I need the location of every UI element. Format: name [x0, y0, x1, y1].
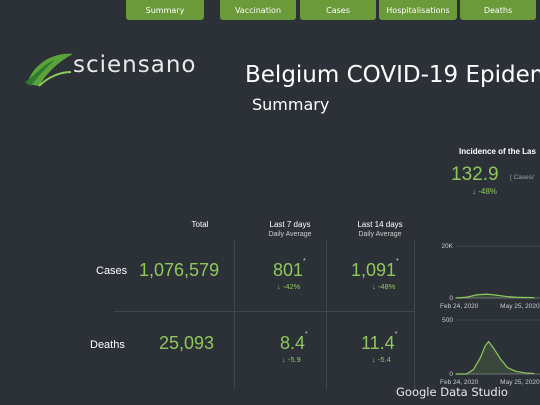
page-title: Belgium COVID-19 Epidem: [245, 62, 540, 88]
data-point: [533, 297, 535, 299]
nav-hospitalisations-button[interactable]: Hospitalisations: [379, 0, 457, 20]
col-14days-label: Last 14 days: [357, 220, 403, 229]
data-point: [533, 372, 535, 375]
x-tick-label: Feb 24, 2020: [440, 303, 479, 310]
cases-avg7: 801*: [273, 258, 306, 281]
nav-summary-button[interactable]: Summary: [126, 0, 204, 20]
nav-deaths-button[interactable]: Deaths: [460, 0, 536, 20]
logo-wordmark: sciensano: [73, 52, 197, 78]
data-point: [455, 373, 457, 375]
data-point: [476, 294, 478, 296]
data-point: [488, 341, 490, 343]
divider: [414, 240, 415, 390]
y-tick-label: 20K: [441, 243, 453, 250]
deaths-avg7: 8.4*: [280, 331, 308, 354]
cases-avg7-value: 801: [273, 260, 304, 280]
sciensano-logo: sciensano: [25, 46, 215, 90]
series-line: [456, 340, 534, 375]
leaf-logo-icon: [25, 53, 73, 87]
area-fill: [456, 341, 534, 374]
col-7days-sublabel: Daily Average: [268, 231, 312, 238]
area-fill: [456, 294, 534, 298]
deaths-avg7-value: 8.4: [280, 333, 306, 353]
asterisk: *: [396, 258, 399, 265]
cases-total: 1,076,579: [139, 260, 220, 280]
incidence-unit: [ Cases/: [510, 174, 534, 181]
col-14days-sublabel: Daily Average: [358, 231, 402, 238]
y-tick-label: 0: [449, 371, 453, 378]
deaths-avg14: 11.4*: [361, 331, 398, 354]
divider: [114, 311, 414, 312]
data-point: [499, 358, 502, 360]
cases-change7: ↓ -42%: [277, 282, 301, 291]
col-header-7days: Last 7 days Daily Average: [256, 220, 324, 238]
cases-change14: ↓ -48%: [372, 282, 396, 291]
col-header-14days: Last 14 days Daily Average: [346, 220, 414, 238]
asterisk: *: [394, 331, 398, 338]
data-point: [485, 293, 488, 295]
y-tick-label: 500: [442, 317, 453, 324]
nav-vaccination-button[interactable]: Vaccination: [220, 0, 296, 20]
data-point: [455, 297, 457, 299]
asterisk: *: [305, 331, 308, 338]
data-point: [506, 366, 508, 369]
incidence-value: 132.9: [451, 164, 499, 185]
data-point: [505, 295, 507, 298]
divider: [234, 240, 235, 390]
col-total-label: Total: [191, 220, 209, 229]
cases-avg14: 1,091*: [351, 258, 399, 281]
x-tick-label: May 25, 2020: [500, 379, 540, 386]
data-point: [484, 345, 486, 347]
x-tick-label: Feb 24, 2020: [440, 379, 479, 386]
data-point: [515, 370, 517, 372]
data-point: [479, 357, 481, 359]
deaths-avg14-value: 11.4: [361, 333, 395, 353]
data-point: [495, 294, 497, 296]
col-header-total: Total: [180, 220, 220, 229]
data-point: [524, 296, 527, 299]
x-tick-label: May 25, 2020: [500, 303, 540, 310]
data-point: [515, 296, 517, 298]
y-tick-label: 0: [449, 295, 453, 302]
nav-cases-button[interactable]: Cases: [300, 0, 376, 20]
data-point: [524, 372, 527, 374]
incidence-title: Incidence of the Las: [459, 147, 536, 156]
data-point: [465, 373, 468, 375]
col-7days-label: Last 7 days: [269, 220, 311, 229]
divider: [326, 240, 327, 390]
data-point: [492, 347, 495, 349]
row-label-cases: Cases: [96, 265, 128, 277]
deaths-total: 25,093: [159, 333, 215, 353]
cases-avg14-value: 1,091: [351, 260, 397, 280]
deaths-change14: ↓ -5.4: [372, 355, 391, 364]
asterisk: *: [303, 258, 306, 265]
deaths-mini-chart: 0 500 Feb 24, 2020 May 25, 2020: [440, 317, 540, 386]
deaths-change7: ↓ -5.9: [282, 355, 301, 364]
google-data-studio-brand: Google Data Studio: [396, 385, 508, 399]
top-nav: Summary Vaccination Cases Hospitalisatio…: [0, 0, 540, 20]
incidence-change: ↓ -48%: [472, 187, 497, 196]
page-subtitle: Summary: [252, 95, 330, 114]
row-label-deaths: Deaths: [90, 339, 125, 351]
data-point: [465, 296, 468, 298]
data-point: [472, 369, 474, 371]
cases-mini-chart: 0 20K Feb 24, 2020 May 25, 2020: [440, 243, 540, 310]
